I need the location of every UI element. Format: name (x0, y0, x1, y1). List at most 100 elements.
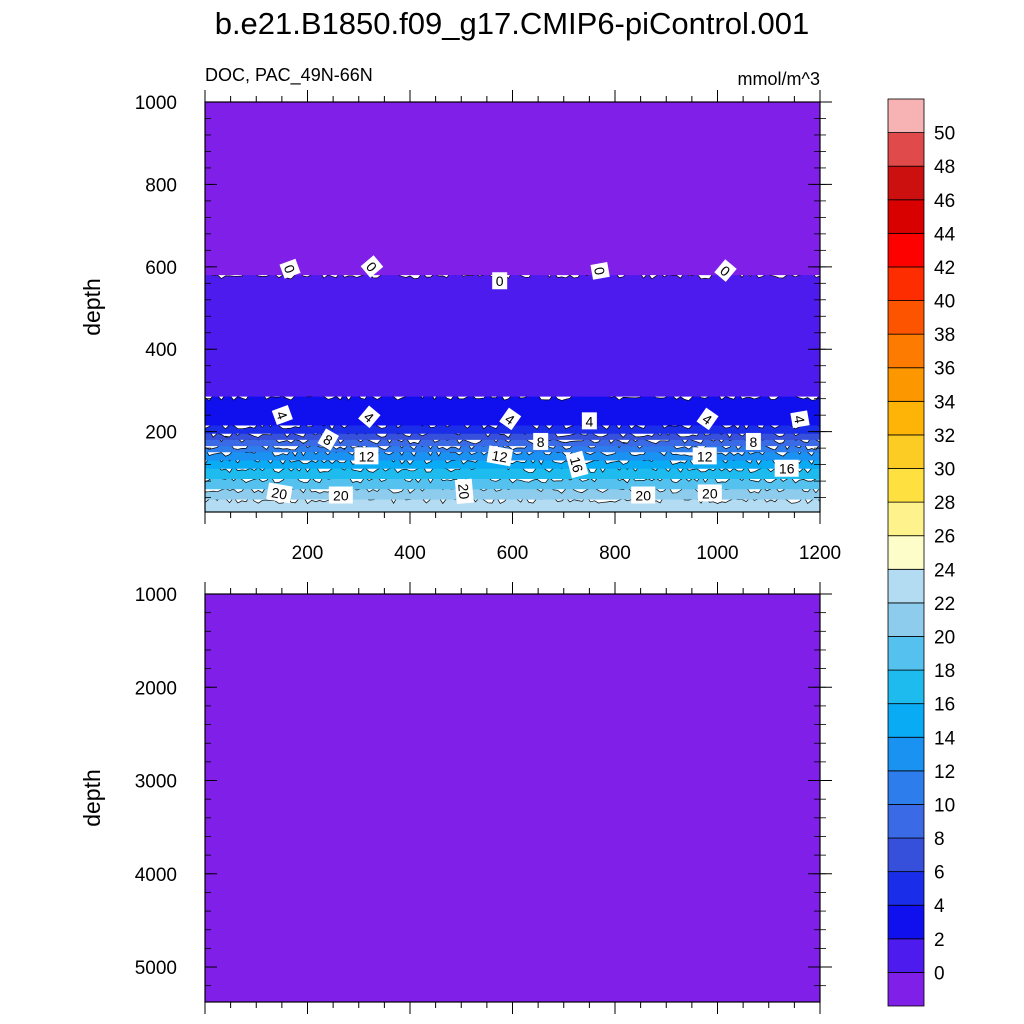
colorbar-label: 14 (934, 728, 956, 749)
colorbar-box (887, 770, 925, 805)
contour-label-box (631, 486, 656, 504)
colorbar-box (887, 468, 925, 503)
y-tick-label: 800 (145, 175, 177, 196)
y-axis-title: depth (79, 769, 105, 827)
colorbar-label: 18 (934, 661, 955, 682)
colorbar-label: 46 (934, 191, 955, 212)
colorbar-label: 40 (934, 292, 955, 313)
colorbar-box (887, 602, 925, 637)
contour-label: 0 (279, 258, 301, 279)
contour-label-box (499, 407, 522, 431)
contour-label: 20 (454, 478, 474, 505)
contour-label-box (328, 486, 353, 504)
y-tick-label: 3000 (135, 772, 177, 793)
contour-band-0-to-2 (205, 271, 820, 397)
contour-label-box (714, 259, 737, 282)
contour-label: 20 (697, 484, 722, 502)
contour-label-box (486, 445, 514, 467)
colorbar-label: 50 (934, 124, 955, 145)
colorbar-label: 20 (934, 627, 955, 648)
colorbar-label: 6 (934, 863, 945, 884)
x-tick-label: 400 (394, 543, 426, 564)
contour-label: 4 (790, 410, 810, 429)
contour-label-text: 4 (791, 414, 808, 425)
colorbar-label: 36 (934, 359, 955, 380)
contour-label-box (590, 261, 610, 280)
x-tick-label: 1200 (799, 543, 841, 564)
contour-label: 20 (266, 482, 293, 504)
y-tick-label: 4000 (135, 865, 177, 886)
x-tick-label: 1000 (696, 543, 738, 564)
colorbar-box (887, 434, 925, 469)
contour-label: 0 (492, 272, 508, 290)
contour-label-box (565, 450, 589, 479)
colorbar-label: 30 (934, 460, 955, 481)
contour-label-text: 20 (455, 483, 472, 500)
contour-label: 12 (354, 447, 379, 465)
contour-label: 16 (565, 450, 589, 479)
contour-label-box (279, 258, 301, 279)
contour-label-box (745, 432, 761, 450)
contour-band-2-to-4 (205, 392, 820, 426)
contour-label-box (692, 447, 717, 465)
colorbar-label: 4 (934, 896, 945, 917)
contour-label: 20 (631, 486, 656, 504)
colorbar-box (887, 300, 925, 335)
y-axis-title: depth (79, 278, 105, 336)
contour-label: 8 (745, 432, 761, 450)
y-tick-label: 400 (145, 340, 177, 361)
lower-panel: 1000 2000 3000 4000 5000 depth (79, 582, 832, 1014)
contour-label-text: 16 (567, 455, 587, 474)
contour-label-box (492, 272, 508, 290)
contour-label-text: 8 (537, 434, 545, 450)
contour-band-8-to-10 (205, 435, 820, 447)
contour-line-18 (204, 474, 821, 484)
colorbar-label: 22 (934, 594, 955, 615)
contour-label: 4 (271, 405, 293, 425)
colorbar-box (887, 165, 925, 201)
contour-label: 20 (328, 486, 353, 504)
chart-title: b.e21.B1850.f09_g17.CMIP6-piControl.001 (214, 6, 810, 41)
x-tick-label: 800 (599, 543, 631, 564)
contour-label: 4 (499, 407, 522, 431)
x-tick-label: 200 (292, 543, 324, 564)
contour-label-box (454, 478, 474, 505)
contour-label-box (317, 428, 339, 451)
colorbar-box (887, 736, 925, 772)
colorbar-label: 44 (934, 224, 956, 245)
contour-label-text: 20 (635, 488, 651, 504)
contour-label-box (271, 405, 293, 425)
y-tick-label: 1000 (135, 585, 177, 606)
colorbar-label: 16 (934, 695, 955, 716)
contour-label-text: 4 (585, 413, 593, 429)
contour-band--2-to-0 (205, 102, 820, 276)
contour-label: 8 (533, 432, 549, 450)
colorbar-label: 42 (934, 258, 955, 279)
colorbar-box (887, 501, 925, 537)
colorbar-box (887, 837, 925, 873)
colorbar-box (887, 98, 925, 133)
colorbar-box (887, 669, 925, 705)
contour-label-text: 20 (270, 484, 288, 502)
contour-label: 0 (714, 259, 737, 282)
colorbar-box (887, 904, 925, 940)
y-tick-label: 5000 (135, 958, 177, 979)
contour-label: 8 (317, 428, 339, 451)
y-tick-label: 600 (145, 258, 177, 279)
contour-band-22-to-24 (205, 495, 820, 512)
colorbar-box (887, 333, 925, 369)
colorbar-box (887, 804, 925, 839)
contour-band-6-to-8 (205, 429, 820, 440)
colorbar-box (887, 636, 925, 671)
x-tick-label: 600 (497, 543, 529, 564)
panel-units-label: mmol/m^3 (738, 69, 820, 89)
colorbar-box (887, 266, 925, 301)
colorbar-label: 24 (934, 560, 956, 581)
contour-label-box (581, 412, 597, 430)
colorbar-box (887, 232, 925, 268)
contour-label: 4 (696, 407, 719, 431)
contour-label-text: 12 (697, 448, 713, 464)
colorbar-label: 10 (934, 795, 955, 816)
colorbar-box (887, 367, 925, 402)
